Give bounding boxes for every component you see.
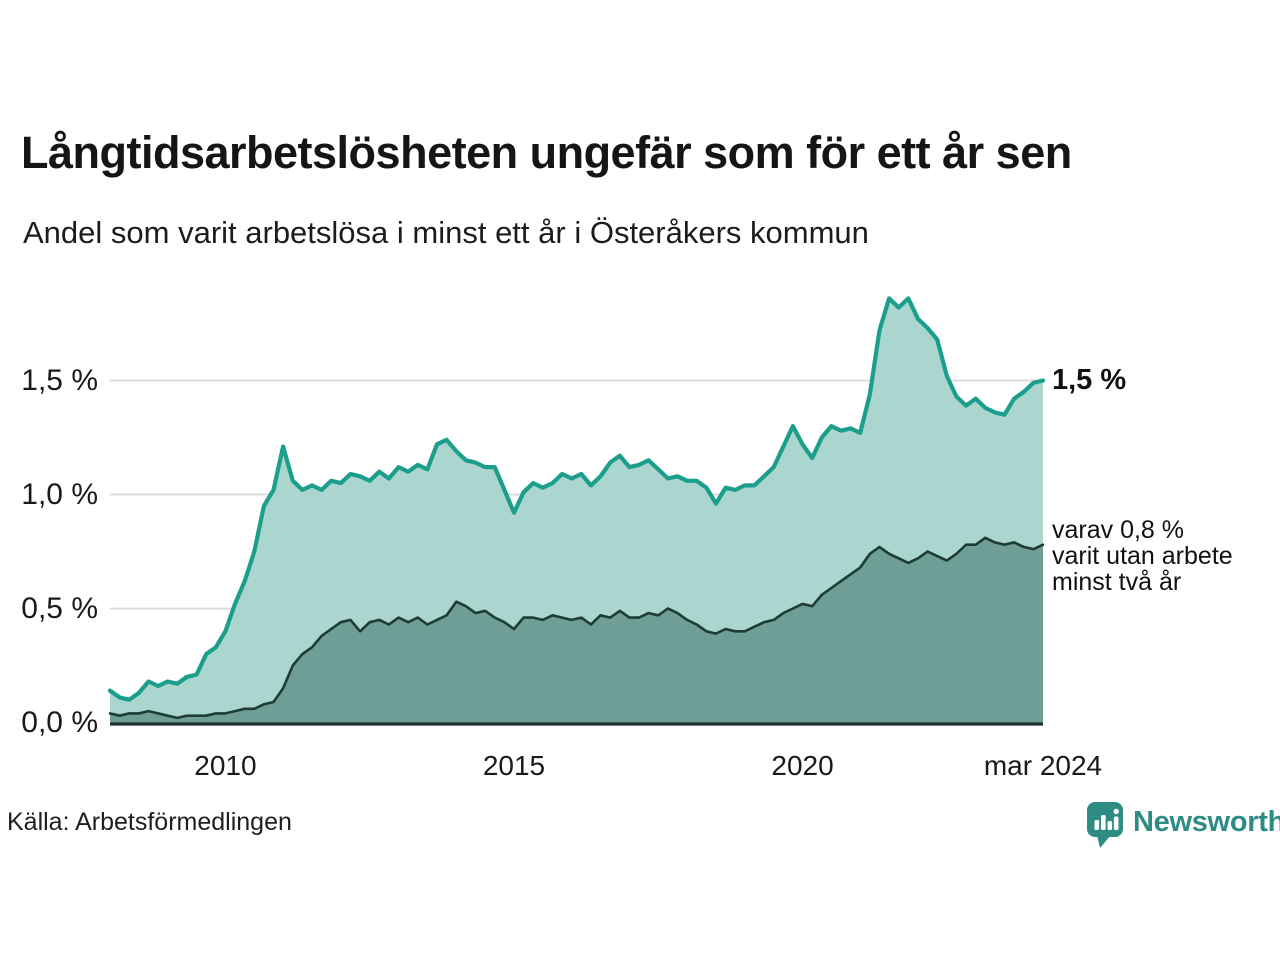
y-tick-1-0: 1,0 %: [21, 477, 98, 511]
y-tick-0-0: 0,0 %: [21, 705, 98, 739]
series2-annotation-line-3: minst två år: [1052, 567, 1182, 596]
x-tick-2010: 2010: [194, 750, 257, 781]
x-tick-mar-2024: mar 2024: [983, 750, 1103, 781]
series-area-unemployed-2yr: [110, 537, 1043, 723]
y-tick-0-5: 0,5 %: [21, 591, 98, 625]
chart-subtitle: Andel som varit arbetslösa i minst ett å…: [23, 215, 869, 250]
newsworthy-logo[interactable]: Newsworthy: [1086, 801, 1280, 851]
series-line-unemployed-2yr: [108, 536, 1045, 720]
series2-annotation-line-2: varit utan arbete: [1052, 541, 1233, 570]
source-attribution: Källa: Arbetsförmedlingen: [7, 808, 292, 836]
page-title: Långtidsarbetslösheten ungefär som för e…: [21, 127, 1072, 178]
newsworthy-bubble-chart-icon: [1087, 802, 1123, 848]
series2-annotation-line-1: varav 0,8 %: [1052, 515, 1185, 544]
newsworthy-wordmark: Newsworthy: [1133, 806, 1280, 838]
y-tick-1-5: 1,5 %: [21, 363, 98, 397]
x-tick-2020: 2020: [771, 750, 834, 781]
series-line-unemployed-1yr: [107, 296, 1046, 702]
series1-end-value-label: 1,5 %: [1052, 363, 1127, 396]
x-tick-2015: 2015: [482, 750, 546, 781]
series2-end-annotation: varav 0,8 % varit utan arbete minst två …: [1052, 517, 1233, 595]
